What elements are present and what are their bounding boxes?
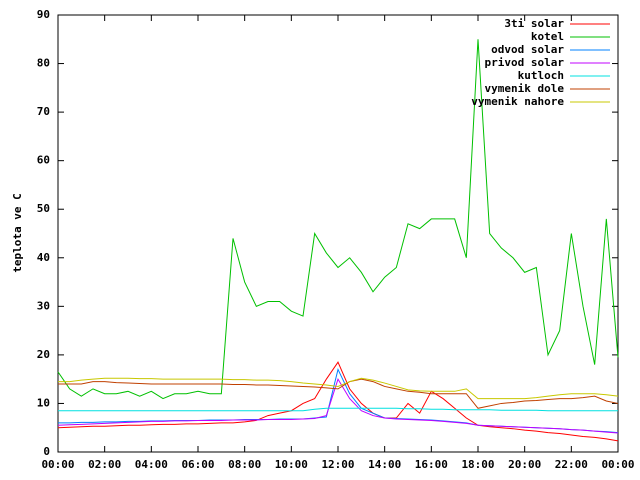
y-tick-label: 0: [43, 445, 50, 458]
series-line: [57, 361, 619, 442]
legend-label: privod solar: [485, 56, 565, 69]
legend-label: odvod solar: [491, 43, 564, 56]
series-line: [58, 378, 619, 409]
x-tick-label: 14:00: [368, 458, 401, 471]
y-tick-label: 60: [37, 154, 50, 167]
y-axis-label: teplota ve C: [11, 193, 24, 272]
plot-frame: [57, 14, 619, 453]
y-tick-label: 40: [37, 251, 50, 264]
series-line: [57, 39, 619, 400]
x-tick-label: 20:00: [508, 458, 541, 471]
x-tick-label: 04:00: [135, 458, 168, 471]
legend-label: kutloch: [518, 69, 564, 82]
series-line: [58, 377, 619, 400]
series-line: [57, 377, 619, 434]
series-line: [58, 407, 618, 412]
legend-label: vymenik dole: [485, 82, 565, 95]
y-tick-label: 20: [37, 348, 50, 361]
y-tick-label: 10: [37, 396, 50, 409]
y-tick-label: 50: [37, 202, 50, 215]
x-tick-label: 22:00: [555, 458, 588, 471]
legend-label: kotel: [531, 30, 564, 43]
x-tick-label: 10:00: [275, 458, 308, 471]
y-tick-label: 30: [37, 299, 50, 312]
x-tick-label: 08:00: [228, 458, 261, 471]
x-tick-label: 16:00: [415, 458, 448, 471]
x-tick-label: 12:00: [321, 458, 354, 471]
y-tick-label: 90: [37, 8, 50, 21]
legend-label: vymenik nahore: [471, 95, 564, 108]
y-tick-label: 80: [37, 57, 50, 70]
y-tick-label: 70: [37, 105, 50, 118]
x-tick-label: 02:00: [88, 458, 121, 471]
x-tick-label: 00:00: [41, 458, 74, 471]
x-tick-label: 06:00: [181, 458, 214, 471]
x-tick-label: 00:00: [601, 458, 634, 471]
x-tick-label: 18:00: [461, 458, 494, 471]
legend-label: 3ti solar: [504, 17, 564, 30]
